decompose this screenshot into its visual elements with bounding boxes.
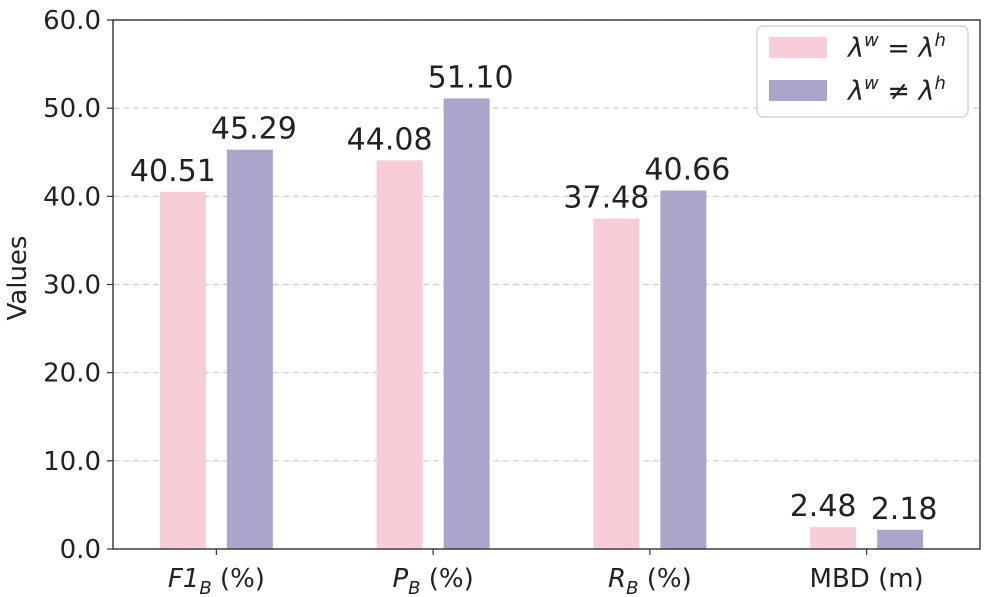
x-tick-labels: F1B (%) PB (%) RB (%) MBD (m) (168, 549, 924, 597)
data-label: 51.10 (428, 60, 514, 95)
bar (376, 160, 423, 549)
bar (159, 191, 206, 549)
bar (810, 527, 857, 549)
data-label: 45.29 (211, 112, 297, 147)
data-label: 44.08 (347, 122, 433, 157)
y-tick-label: 50.0 (43, 94, 101, 124)
data-label: 37.48 (563, 181, 649, 216)
y-tick-labels: 0.0 10.0 20.0 30.0 40.0 50.0 60.0 (43, 6, 113, 565)
data-label: 2.18 (871, 492, 938, 527)
bar (660, 190, 707, 549)
legend-label: λw = λh (846, 30, 946, 64)
bar (226, 149, 273, 549)
data-label: 2.48 (790, 489, 857, 524)
x-tick-label: PB (%) (392, 564, 473, 597)
data-label: 40.66 (644, 153, 730, 188)
y-tick-label: 0.0 (60, 535, 101, 565)
legend-swatch (769, 80, 827, 101)
y-tick-label: 40.0 (43, 182, 101, 212)
y-tick-label: 20.0 (43, 359, 101, 389)
x-tick-label: RB (%) (608, 564, 692, 597)
legend-label: λw ≠ λh (846, 73, 946, 107)
y-axis-title: Values (3, 236, 33, 321)
y-tick-label: 10.0 (43, 447, 101, 477)
data-label: 40.51 (130, 154, 216, 189)
x-tick-label: MBD (m) (810, 564, 924, 594)
bars (159, 98, 924, 550)
legend: λw = λh λw ≠ λh (756, 25, 969, 118)
y-tick-label: 30.0 (43, 271, 101, 301)
x-tick-label: F1B (%) (168, 564, 265, 597)
bar (593, 218, 640, 549)
y-tick-label: 60.0 (43, 6, 101, 36)
bar (443, 98, 490, 550)
bar (877, 529, 924, 549)
legend-swatch (769, 37, 827, 58)
